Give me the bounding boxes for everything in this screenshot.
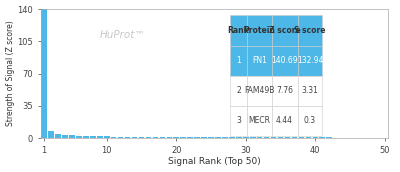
Bar <box>90 136 96 138</box>
Bar <box>333 137 339 138</box>
Bar <box>320 137 325 138</box>
Bar <box>83 136 89 138</box>
Bar <box>312 137 318 138</box>
Bar <box>55 134 61 138</box>
Text: Z score: Z score <box>269 26 300 35</box>
Text: 132.94: 132.94 <box>297 56 323 65</box>
Text: Protein: Protein <box>243 26 275 35</box>
Text: HuProt™: HuProt™ <box>100 30 146 40</box>
Bar <box>118 137 124 138</box>
Bar <box>166 137 172 138</box>
Bar <box>278 137 283 138</box>
Text: 140.69: 140.69 <box>271 56 298 65</box>
Bar <box>243 137 248 138</box>
Text: 7.76: 7.76 <box>276 86 293 95</box>
Bar <box>306 137 311 138</box>
Text: Rank: Rank <box>228 26 249 35</box>
Bar <box>104 136 110 138</box>
Bar <box>174 137 179 138</box>
Bar <box>76 136 82 138</box>
Text: 4.44: 4.44 <box>276 116 293 125</box>
Bar <box>153 137 158 138</box>
Bar <box>236 137 242 138</box>
Bar <box>194 137 200 138</box>
Bar <box>292 137 297 138</box>
Text: 3: 3 <box>236 116 241 125</box>
Bar <box>180 137 186 138</box>
Text: MECR: MECR <box>248 116 270 125</box>
Bar <box>48 131 54 138</box>
Bar <box>257 137 262 138</box>
Text: 1: 1 <box>236 56 241 65</box>
Bar <box>208 137 214 138</box>
Text: S score: S score <box>294 26 326 35</box>
Bar <box>132 137 137 138</box>
Bar <box>250 137 256 138</box>
Bar <box>125 137 130 138</box>
Bar <box>62 135 68 138</box>
Bar <box>187 137 193 138</box>
Bar <box>299 137 304 138</box>
Bar <box>326 137 332 138</box>
Bar <box>69 135 75 138</box>
Bar <box>264 137 270 138</box>
Bar <box>285 137 290 138</box>
Text: 3.31: 3.31 <box>302 86 318 95</box>
X-axis label: Signal Rank (Top 50): Signal Rank (Top 50) <box>168 157 261 166</box>
Text: 2: 2 <box>236 86 241 95</box>
Bar <box>146 137 151 138</box>
Bar <box>222 137 228 138</box>
Bar <box>229 137 235 138</box>
Text: FAM49B: FAM49B <box>244 86 274 95</box>
Bar <box>215 137 221 138</box>
Bar <box>97 136 102 138</box>
Bar <box>42 8 47 138</box>
Text: FN1: FN1 <box>252 56 267 65</box>
Y-axis label: Strength of Signal (Z score): Strength of Signal (Z score) <box>6 21 14 126</box>
Bar <box>201 137 207 138</box>
Bar <box>139 137 144 138</box>
Bar <box>271 137 276 138</box>
Text: 0.3: 0.3 <box>304 116 316 125</box>
Bar <box>111 137 116 138</box>
Bar <box>160 137 165 138</box>
